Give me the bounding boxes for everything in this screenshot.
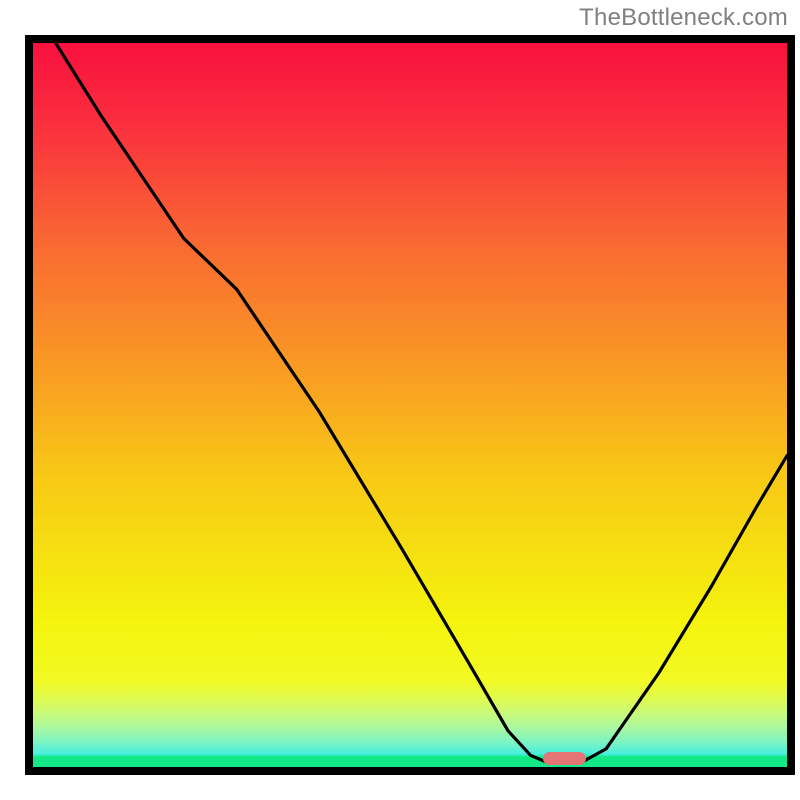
- chart-container: TheBottleneck.com: [0, 0, 800, 800]
- watermark-text: TheBottleneck.com: [579, 4, 788, 32]
- bottleneck-curve: [0, 0, 800, 800]
- minimum-marker: [543, 752, 587, 765]
